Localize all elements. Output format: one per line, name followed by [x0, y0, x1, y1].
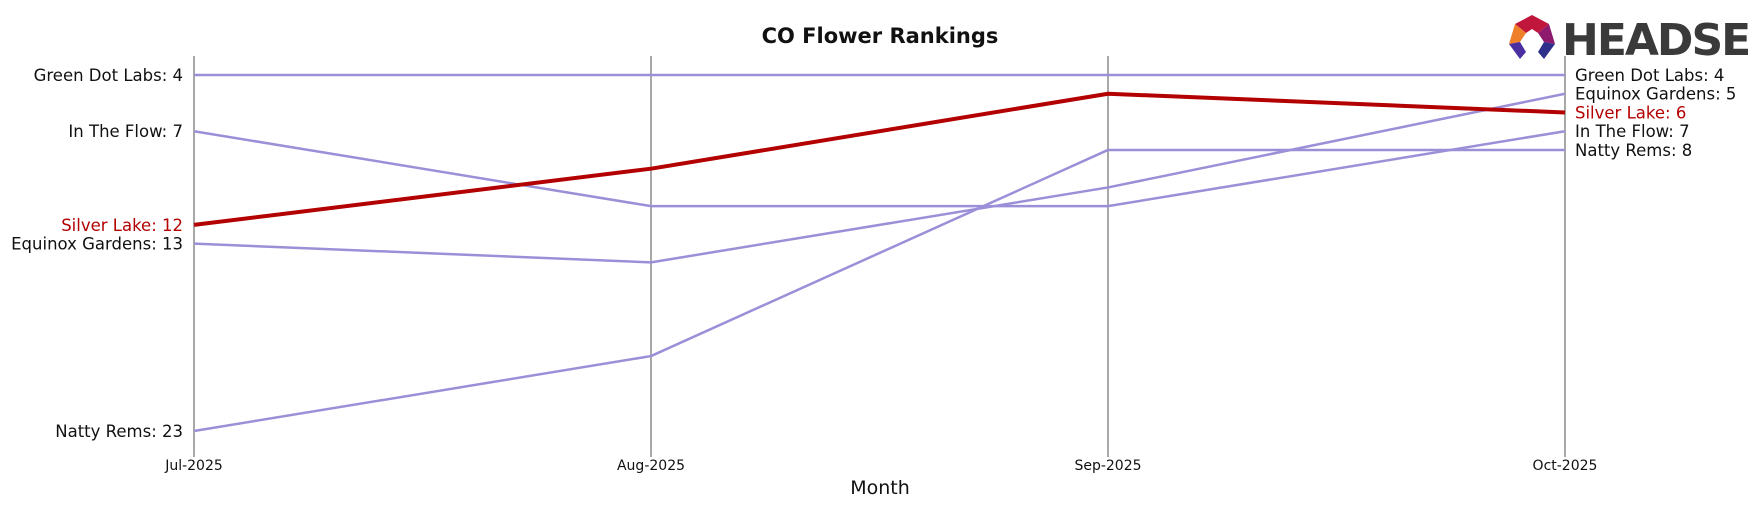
series-line-in-the-flow	[193, 129, 1566, 208]
x-tick-label: Aug-2025	[617, 458, 685, 474]
x-axis-ticks: Jul-2025 Aug-2025 Sep-2025 Oct-2025	[164, 452, 1597, 474]
series-line-equinox-gardens	[193, 92, 1566, 264]
right-label-natty-rems: Natty Rems: 8	[1575, 141, 1692, 160]
series-lines	[193, 73, 1566, 433]
x-tick-label: Sep-2025	[1074, 458, 1141, 474]
series-line-natty-rems	[193, 148, 1565, 433]
left-label-silver-lake: Silver Lake: 12	[61, 216, 183, 235]
logo-wordmark: HEADSET	[1562, 15, 1748, 66]
left-label-natty-rems: Natty Rems: 23	[55, 422, 183, 441]
right-label-in-the-flow: In The Flow: 7	[1575, 122, 1690, 141]
x-axis-label: Month	[850, 477, 910, 499]
left-label-in-the-flow: In The Flow: 7	[68, 122, 183, 141]
right-label-silver-lake: Silver Lake: 6	[1575, 103, 1686, 122]
left-label-green-dot-labs: Green Dot Labs: 4	[34, 66, 183, 85]
x-tick-label: Oct-2025	[1533, 458, 1598, 474]
left-label-equinox-gardens: Equinox Gardens: 13	[11, 235, 183, 254]
headset-logo-icon	[1509, 15, 1555, 59]
series-line-silver-lake	[193, 91, 1566, 227]
right-label-green-dot-labs: Green Dot Labs: 4	[1575, 66, 1724, 85]
left-rank-labels: Green Dot Labs: 4 In The Flow: 7 Silver La…	[11, 66, 183, 441]
chart-title: CO Flower Rankings	[762, 24, 999, 48]
headset-logo: HEADSET	[1509, 15, 1748, 66]
month-gridlines	[193, 56, 1566, 452]
x-tick-label: Jul-2025	[164, 458, 223, 474]
right-label-equinox-gardens: Equinox Gardens: 5	[1575, 85, 1736, 104]
